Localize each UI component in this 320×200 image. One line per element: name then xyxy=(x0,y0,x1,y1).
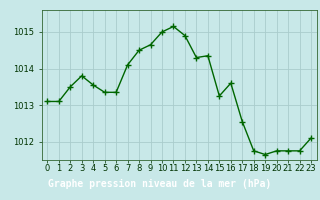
Text: Graphe pression niveau de la mer (hPa): Graphe pression niveau de la mer (hPa) xyxy=(48,179,272,189)
